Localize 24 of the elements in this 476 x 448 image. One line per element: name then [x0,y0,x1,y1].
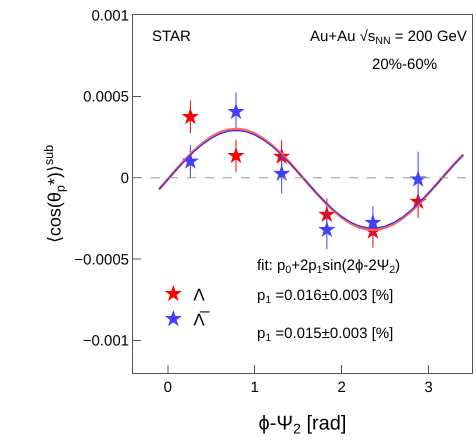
x-tick-label: 3 [424,379,433,396]
point [182,108,200,124]
y-tick-label: 0.0005 [83,88,129,106]
x-axis-title: ϕ-Ψ$_{2}$ [rad] [258,412,346,437]
point [409,170,427,187]
x-tick-label: 0 [164,379,172,396]
x-tick-label: 1 [250,379,259,396]
legend-label: Λ̅ [193,310,210,330]
annotation: 20%-60% [372,56,438,73]
point [272,164,290,182]
y-tick-label: 0.001 [91,7,129,24]
annotation: Au+Au √s$_{NN}$ = 200 GeV [310,28,467,48]
x-tick-label: 2 [337,379,346,396]
y-tick-label: 0 [120,170,129,187]
y-tick-label: −0.001 [82,332,129,350]
point [227,102,245,120]
annotation: p$_{1}$ =0.016±0.003 [%] [257,287,394,306]
point [318,220,336,238]
annotation: p$_{1}$ =0.015±0.003 [%] [257,325,394,344]
point [227,146,245,164]
annotation: fit: p$_{0}$+2p$_{1}$sin(2ϕ-2Ψ$_{2}$) [257,257,400,276]
y-tick-label: −0.0005 [74,251,129,268]
annotation: STAR [152,28,192,45]
legend-label: Λ [193,285,206,304]
